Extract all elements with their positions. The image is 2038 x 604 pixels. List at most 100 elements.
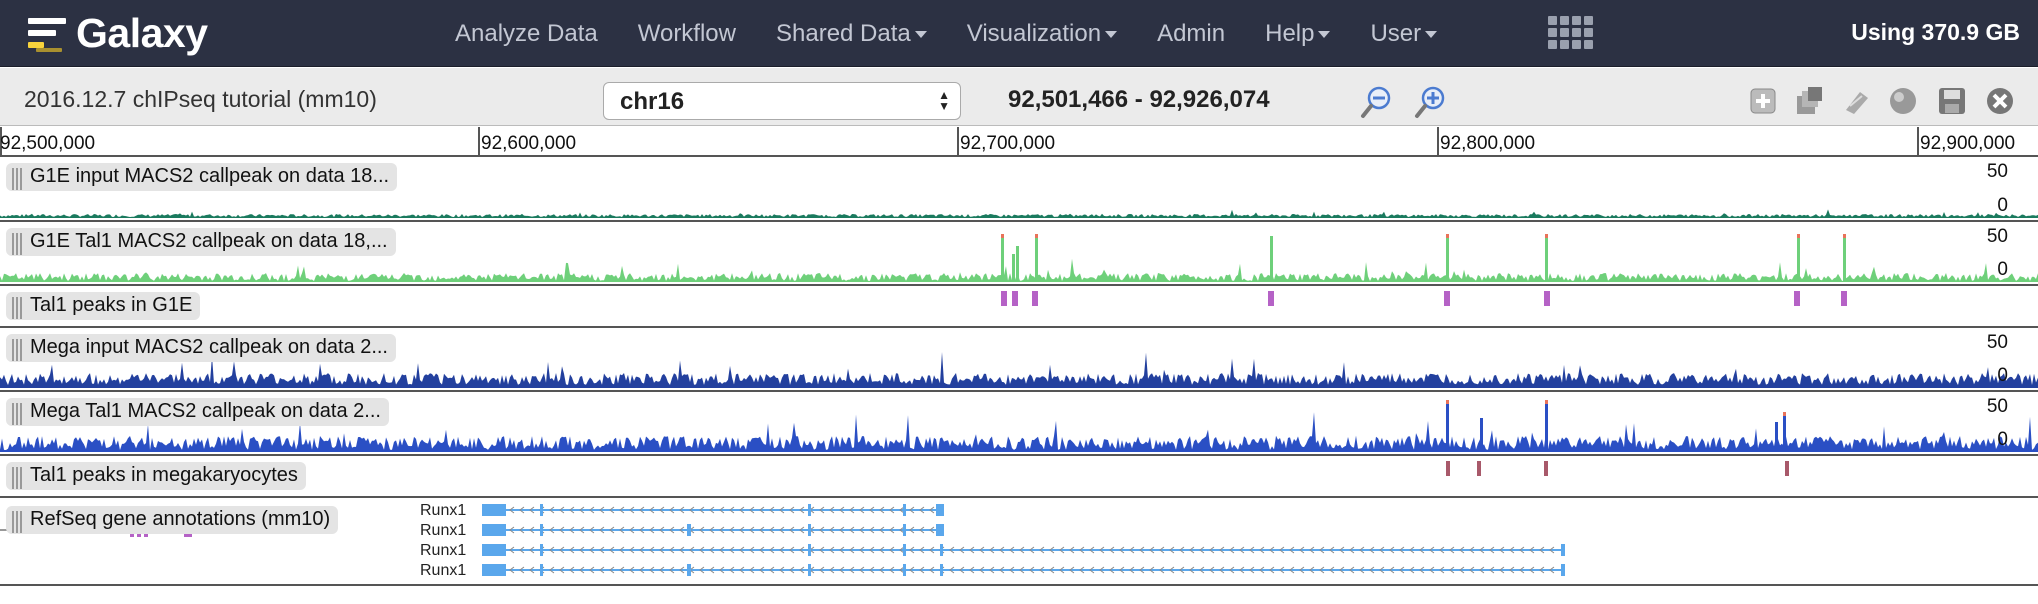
strand-arrow (1179, 546, 1185, 554)
close-icon[interactable] (1985, 86, 2015, 116)
nav-visualization[interactable]: Visualization (967, 20, 1118, 48)
zoom-out-icon[interactable] (1360, 85, 1394, 119)
nav-help[interactable]: Help (1265, 20, 1331, 48)
strand-arrow (769, 506, 775, 514)
circster-icon[interactable] (1842, 86, 1872, 116)
strand-arrow (1189, 566, 1195, 574)
strand-arrow (1199, 546, 1205, 554)
strand-arrow (1239, 566, 1245, 574)
track-name[interactable]: RefSeq gene annotations (mm10) (6, 506, 339, 534)
track-name[interactable]: G1E input MACS2 callpeak on data 18... (6, 163, 398, 191)
strand-arrow (639, 506, 645, 514)
nav-workflow[interactable]: Workflow (637, 19, 736, 47)
strand-arrow (1499, 566, 1505, 574)
overflow-marker (1446, 400, 1449, 404)
gene-name: Runx1 (420, 562, 466, 579)
scratchbook-grid-icon[interactable] (1548, 16, 1593, 50)
signal-peak (1001, 234, 1004, 282)
track-scale-min: 0 (1997, 259, 2008, 280)
track-tal1-peaks-mega[interactable]: Tal1 peaks in megakaryocytes (0, 458, 2038, 498)
strand-arrow (1309, 566, 1315, 574)
strand-arrow (569, 566, 575, 574)
strand-arrow (799, 546, 805, 554)
gene-exon (936, 524, 944, 536)
ruler-tick-label: 92,800,000 (1440, 133, 1536, 154)
strand-arrow (1439, 546, 1445, 554)
strand-arrow (1419, 546, 1425, 554)
gene-exon (540, 504, 543, 516)
quota-meter[interactable]: Using 370.9 GB (1851, 19, 2020, 45)
signal-plot (0, 209, 2038, 218)
nav-admin[interactable]: Admin (1157, 19, 1226, 47)
strand-arrow (669, 526, 675, 534)
strand-arrow (1279, 566, 1285, 574)
strand-arrow (1489, 566, 1495, 574)
strand-arrow (559, 526, 565, 534)
track-name[interactable]: G1E Tal1 MACS2 callpeak on data 18,... (6, 228, 396, 256)
strand-arrow (1549, 566, 1555, 574)
strand-arrow (769, 526, 775, 534)
track-name[interactable]: Mega Tal1 MACS2 callpeak on data 2... (6, 398, 389, 426)
coordinate-ruler[interactable]: 92,500,000 92,600,000 92,700,000 92,800,… (0, 127, 2038, 157)
strand-arrow (1139, 546, 1145, 554)
strand-arrow (619, 546, 625, 554)
signal-peak (1480, 418, 1483, 452)
strand-arrow (859, 526, 865, 534)
galaxy-brand[interactable]: Galaxy (22, 8, 208, 58)
strand-arrow (1179, 566, 1185, 574)
strand-arrow (1279, 546, 1285, 554)
location-display[interactable]: 92,501,466 - 92,926,074 (1008, 86, 1270, 113)
nav-user[interactable]: User (1370, 20, 1438, 48)
strand-arrow (1119, 566, 1125, 574)
track-name[interactable]: Tal1 peaks in G1E (6, 292, 201, 320)
strand-arrow (1209, 566, 1215, 574)
caret-down-icon (1425, 30, 1438, 38)
strand-arrow (599, 566, 605, 574)
strand-arrow (1129, 566, 1135, 574)
track-tal1-peaks-g1e[interactable]: Tal1 peaks in G1E (0, 288, 2038, 328)
track-name[interactable]: Mega input MACS2 callpeak on data 2... (6, 334, 396, 362)
strand-arrow (509, 526, 515, 534)
gene-models: Runx1 Runx1 Runx1 Runx1 (0, 502, 1565, 579)
saturation-icon[interactable] (1888, 86, 1918, 116)
add-tracks-icon[interactable] (1748, 86, 1778, 116)
strand-arrow (749, 546, 755, 554)
peak-feature (1012, 291, 1018, 306)
nav-analyze-data[interactable]: Analyze Data (455, 19, 598, 47)
gene-exon (687, 524, 691, 536)
strand-arrow (529, 506, 535, 514)
gene-name: Runx1 (420, 542, 466, 559)
strand-arrow (819, 546, 825, 554)
nav-shared-data[interactable]: Shared Data (776, 20, 927, 48)
strand-arrow (1159, 566, 1165, 574)
strand-arrow (1469, 566, 1475, 574)
track-g1e-input[interactable]: G1E input MACS2 callpeak on data 18... 5… (0, 159, 2038, 222)
strand-arrow (709, 506, 715, 514)
track-g1e-tal1[interactable]: G1E Tal1 MACS2 callpeak on data 18,... 5… (0, 224, 2038, 286)
save-icon[interactable] (1937, 86, 1967, 116)
bookmarks-icon[interactable] (1795, 86, 1825, 116)
chromosome-select[interactable]: chr16 ▲ ▼ (603, 82, 961, 120)
strand-arrow (549, 506, 555, 514)
strand-arrow (839, 506, 845, 514)
strand-arrow (879, 526, 885, 534)
strand-arrow (519, 526, 525, 534)
strand-arrow (1439, 566, 1445, 574)
galaxy-logo-icon (22, 10, 68, 56)
strand-arrow (949, 566, 955, 574)
zoom-in-icon[interactable] (1414, 85, 1448, 119)
track-mega-tal1[interactable]: Mega Tal1 MACS2 callpeak on data 2... 50… (0, 394, 2038, 456)
track-refseq-genes[interactable]: RefSeq gene annotations (mm10) Runx1 Run… (0, 500, 2038, 586)
overflow-marker (1001, 234, 1004, 238)
track-mega-input[interactable]: Mega input MACS2 callpeak on data 2... 5… (0, 330, 2038, 392)
strand-arrow (559, 546, 565, 554)
gene-exon (940, 544, 943, 556)
strand-arrow (819, 526, 825, 534)
strand-arrow (1059, 546, 1065, 554)
strand-arrow (689, 546, 695, 554)
strand-arrow (559, 506, 565, 514)
strand-arrow (1379, 546, 1385, 554)
track-name[interactable]: Tal1 peaks in megakaryocytes (6, 462, 306, 490)
signal-peak (1843, 234, 1846, 282)
overflow-marker (1035, 234, 1038, 238)
